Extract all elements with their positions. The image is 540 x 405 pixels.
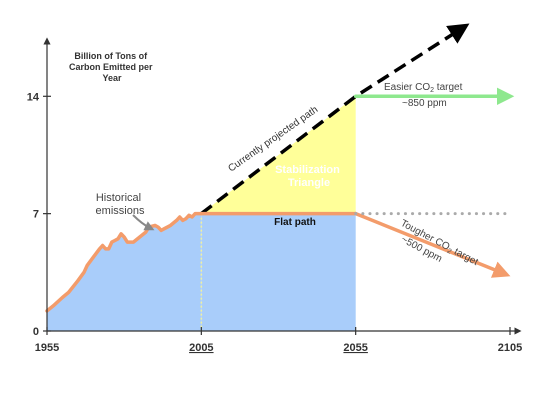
easier-target-label: Easier CO2 target bbox=[384, 82, 463, 94]
x-tick-label-2005: 2005 bbox=[189, 342, 213, 354]
series-currently-projected-path bbox=[200, 23, 470, 215]
y-tick-label-14: 14 bbox=[27, 91, 40, 103]
stabilization-triangle-label: Stabilization Triangle bbox=[275, 164, 343, 189]
x-tick-label-2055: 2055 bbox=[343, 342, 367, 354]
historical-emissions-label: Historical emissions bbox=[96, 192, 145, 217]
historical-area bbox=[47, 213, 202, 331]
series-historical-emissions bbox=[45, 211, 204, 313]
x-tick-label-2105: 2105 bbox=[498, 342, 522, 354]
series-tougher-co2-target-500-ppm bbox=[353, 211, 511, 278]
tougher-target-label: Tougher CO2 target ~500 ppm bbox=[399, 218, 480, 268]
y-axis-label: Billion of Tons of Carbon Emitted per Ye… bbox=[69, 51, 155, 83]
area-below-flat-path bbox=[201, 213, 356, 331]
x-tick-label-1955: 1955 bbox=[35, 342, 59, 354]
y-tick-label-0: 0 bbox=[33, 326, 39, 338]
flat-path-label: Flat path bbox=[274, 217, 316, 228]
y-tick-label-7: 7 bbox=[33, 209, 39, 221]
easier-target-ppm: ~850 ppm bbox=[402, 98, 447, 109]
historical-pointer-arrow bbox=[132, 214, 155, 231]
